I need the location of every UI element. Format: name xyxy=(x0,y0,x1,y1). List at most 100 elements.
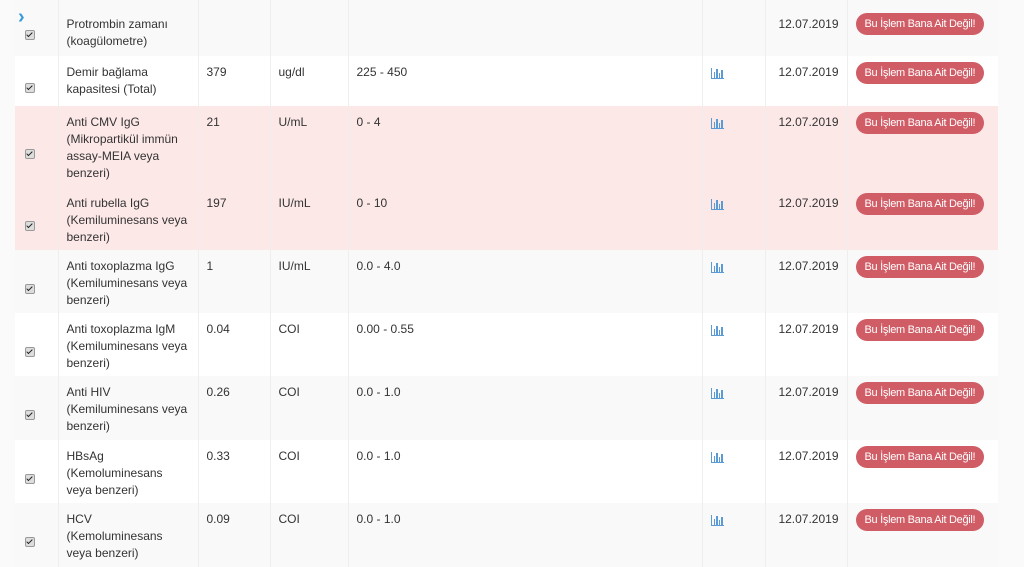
reference-range: 0.00 - 0.55 xyxy=(347,313,702,376)
result-value: 21 xyxy=(197,106,270,187)
result-unit xyxy=(269,0,348,56)
not-my-record-button[interactable]: Bu İşlem Bana Ait Değil! xyxy=(855,112,985,134)
result-date: 12.07.2019 xyxy=(764,187,847,250)
row-checkbox[interactable] xyxy=(25,474,35,484)
chart-cell xyxy=(701,376,765,440)
result-value: 1 xyxy=(197,250,270,313)
result-unit: IU/mL xyxy=(269,250,348,313)
result-value: 197 xyxy=(197,187,270,250)
result-date: 12.07.2019 xyxy=(764,56,847,106)
row-checkbox[interactable] xyxy=(25,221,35,231)
result-date: 12.07.2019 xyxy=(764,440,847,503)
checkbox-cell xyxy=(15,250,58,313)
checkbox-cell xyxy=(15,376,58,440)
row-checkbox[interactable] xyxy=(25,83,35,93)
result-value: 0.26 xyxy=(197,376,270,440)
bar-chart-icon[interactable] xyxy=(710,452,724,463)
checkbox-cell xyxy=(15,56,58,106)
chart-cell xyxy=(701,187,765,250)
lab-results-table-container: Protrombin zamanı (koagülometre) 12.07.20… xyxy=(15,0,998,567)
table-row: Anti HIV (Kemiluminesans veya benzeri) 0.… xyxy=(15,376,998,440)
result-unit: COI xyxy=(269,313,348,376)
test-name: Anti rubella IgG (Kemiluminesans veya be… xyxy=(57,187,198,250)
bar-chart-icon[interactable] xyxy=(710,388,724,399)
row-checkbox[interactable] xyxy=(25,410,35,420)
action-cell: Bu İşlem Bana Ait Değil! xyxy=(846,503,998,567)
reference-range: 0 - 10 xyxy=(347,187,702,250)
table-row: Anti toxoplazma IgM (Kemiluminesans veya… xyxy=(15,313,998,376)
test-name: Anti HIV (Kemiluminesans veya benzeri) xyxy=(57,376,198,440)
chart-cell xyxy=(701,440,765,503)
checkbox-cell xyxy=(15,313,58,376)
result-unit: COI xyxy=(269,440,348,503)
bar-chart-icon[interactable] xyxy=(710,199,724,210)
result-unit: U/mL xyxy=(269,106,348,187)
test-name: Protrombin zamanı (koagülometre) xyxy=(57,0,198,56)
reference-range: 225 - 450 xyxy=(347,56,702,106)
reference-range xyxy=(347,0,702,56)
not-my-record-button[interactable]: Bu İşlem Bana Ait Değil! xyxy=(855,319,985,341)
action-cell: Bu İşlem Bana Ait Değil! xyxy=(846,376,998,440)
not-my-record-button[interactable]: Bu İşlem Bana Ait Değil! xyxy=(855,446,985,468)
action-cell: Bu İşlem Bana Ait Değil! xyxy=(846,0,998,56)
not-my-record-button[interactable]: Bu İşlem Bana Ait Değil! xyxy=(855,13,985,35)
chart-cell xyxy=(701,313,765,376)
table-row: Anti toxoplazma IgG (Kemiluminesans veya… xyxy=(15,250,998,313)
table-row: Protrombin zamanı (koagülometre) 12.07.20… xyxy=(15,0,998,56)
result-date: 12.07.2019 xyxy=(764,250,847,313)
expand-chevron-icon[interactable]: › xyxy=(18,6,25,28)
reference-range: 0 - 4 xyxy=(347,106,702,187)
test-name: Demir bağlama kapasitesi (Total) xyxy=(57,56,198,106)
result-unit: COI xyxy=(269,376,348,440)
table-row: HCV (Kemoluminesans veya benzeri) 0.09 COI… xyxy=(15,503,998,567)
result-date: 12.07.2019 xyxy=(764,0,847,56)
chart-cell xyxy=(701,250,765,313)
not-my-record-button[interactable]: Bu İşlem Bana Ait Değil! xyxy=(855,256,985,278)
checkbox-cell xyxy=(15,503,58,567)
table-row: Anti CMV IgG (Mikropartikül immün assay-… xyxy=(15,106,998,187)
not-my-record-button[interactable]: Bu İşlem Bana Ait Değil! xyxy=(855,193,985,215)
result-value: 379 xyxy=(197,56,270,106)
not-my-record-button[interactable]: Bu İşlem Bana Ait Değil! xyxy=(855,62,985,84)
action-cell: Bu İşlem Bana Ait Değil! xyxy=(846,313,998,376)
checkbox-cell xyxy=(15,0,58,56)
bar-chart-icon[interactable] xyxy=(710,515,724,526)
row-checkbox[interactable] xyxy=(25,537,35,547)
row-checkbox[interactable] xyxy=(25,149,35,159)
chart-cell xyxy=(701,106,765,187)
chart-cell xyxy=(701,56,765,106)
reference-range: 0.0 - 4.0 xyxy=(347,250,702,313)
row-checkbox[interactable] xyxy=(25,30,35,40)
table-row: HBsAg (Kemoluminesans veya benzeri) 0.33 C… xyxy=(15,440,998,503)
bar-chart-icon[interactable] xyxy=(710,68,724,79)
result-unit: IU/mL xyxy=(269,187,348,250)
result-unit: ug/dl xyxy=(269,56,348,106)
test-name: HBsAg (Kemoluminesans veya benzeri) xyxy=(57,440,198,503)
row-checkbox[interactable] xyxy=(25,347,35,357)
result-unit: COI xyxy=(269,503,348,567)
not-my-record-button[interactable]: Bu İşlem Bana Ait Değil! xyxy=(855,382,985,404)
row-checkbox[interactable] xyxy=(25,284,35,294)
result-value: 0.04 xyxy=(197,313,270,376)
chart-cell xyxy=(701,503,765,567)
checkbox-cell xyxy=(15,106,58,187)
result-date: 12.07.2019 xyxy=(764,376,847,440)
checkbox-cell xyxy=(15,187,58,250)
result-date: 12.07.2019 xyxy=(764,313,847,376)
reference-range: 0.0 - 1.0 xyxy=(347,376,702,440)
lab-results-table: Protrombin zamanı (koagülometre) 12.07.20… xyxy=(15,0,998,567)
bar-chart-icon[interactable] xyxy=(710,118,724,129)
table-row: Demir bağlama kapasitesi (Total) 379 ug/dl… xyxy=(15,56,998,106)
result-value xyxy=(197,0,270,56)
result-date: 12.07.2019 xyxy=(764,106,847,187)
reference-range: 0.0 - 1.0 xyxy=(347,440,702,503)
not-my-record-button[interactable]: Bu İşlem Bana Ait Değil! xyxy=(855,509,985,531)
bar-chart-icon[interactable] xyxy=(710,262,724,273)
test-name: HCV (Kemoluminesans veya benzeri) xyxy=(57,503,198,567)
test-name: Anti toxoplazma IgG (Kemiluminesans veya… xyxy=(57,250,198,313)
bar-chart-icon[interactable] xyxy=(710,325,724,336)
action-cell: Bu İşlem Bana Ait Değil! xyxy=(846,440,998,503)
action-cell: Bu İşlem Bana Ait Değil! xyxy=(846,250,998,313)
result-date: 12.07.2019 xyxy=(764,503,847,567)
checkbox-cell xyxy=(15,440,58,503)
